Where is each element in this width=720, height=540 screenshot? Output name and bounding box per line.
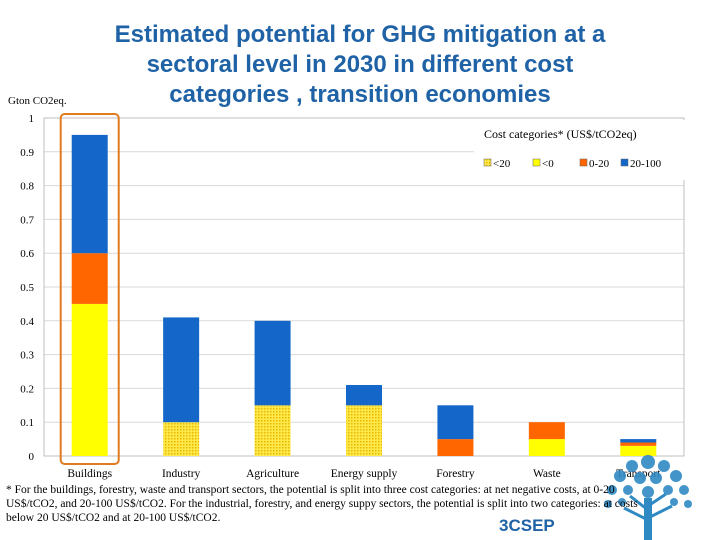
- bar-segment: [71, 303, 108, 456]
- bar-segment: [620, 445, 657, 456]
- x-tick-label: Agriculture: [246, 468, 299, 480]
- y-tick-label: 0.5: [20, 282, 34, 294]
- legend-swatch: [579, 158, 588, 167]
- y-tick-label: 0.2: [20, 383, 34, 395]
- bar-segment: [437, 405, 474, 440]
- y-tick-label: 0.1: [20, 417, 34, 429]
- legend-label: <0: [542, 158, 554, 170]
- footnote: * For the buildings, forestry, waste and…: [6, 483, 706, 525]
- y-tick-label: 1: [29, 113, 35, 125]
- bar-segment: [528, 422, 565, 440]
- legend-label: 20-100: [630, 158, 662, 170]
- legend-label: 0-20: [589, 158, 610, 170]
- legend-swatch: [620, 158, 629, 167]
- buildings-highlight-box: [59, 113, 120, 465]
- x-tick-label: Energy supply: [331, 468, 398, 480]
- legend-label: <20: [493, 158, 511, 170]
- footnote-line: US$/tCO2, and 20-100 US$/tCO2. For the i…: [6, 498, 638, 510]
- legend-swatch: [483, 158, 492, 167]
- y-tick-label: 0.4: [20, 316, 34, 328]
- bar-segment: [346, 385, 382, 406]
- bar-segment: [254, 405, 291, 456]
- title-line: sectoral level in 2030 in different cost: [146, 51, 574, 78]
- tree-icon: [604, 455, 692, 540]
- y-tick-label: 0.3: [20, 350, 34, 362]
- x-tick-label: Buildings: [67, 468, 112, 480]
- y-axis-label: Gton CO2eq.: [8, 95, 67, 107]
- chart-title: Estimated potential for GHG mitigation a…: [60, 20, 660, 110]
- x-tick-label: Industry: [162, 468, 201, 480]
- y-tick-label: 0.6: [20, 248, 34, 260]
- title-line: categories , transition economies: [169, 81, 551, 108]
- bar-segment: [346, 405, 382, 456]
- footnote-line: below 20 US$/tCO2 and at 20-100 US$/tCO2…: [6, 512, 221, 524]
- x-tick-label: Forestry: [436, 468, 475, 480]
- legend-swatch: [532, 158, 541, 167]
- y-tick-label: 0.9: [20, 147, 34, 159]
- x-tick-label: Waste: [533, 468, 561, 480]
- bar-segment: [163, 317, 200, 423]
- brand-label: 3CSEP: [499, 516, 555, 535]
- bar-segment: [528, 439, 565, 456]
- footnote-line: * For the buildings, forestry, waste and…: [6, 484, 615, 496]
- y-tick-label: 0.7: [20, 214, 34, 226]
- y-tick-label: 0.8: [20, 181, 34, 193]
- bar-segment: [437, 439, 474, 456]
- bar-segment: [620, 442, 657, 446]
- title-line: Estimated potential for GHG mitigation a…: [114, 21, 606, 48]
- y-tick-label: 0: [29, 451, 35, 463]
- legend: Cost categories* (US$/tCO2eq) <20 <0 0-20 2…: [474, 120, 694, 180]
- bar-segment: [71, 134, 108, 254]
- legend-title: Cost categories* (US$/tCO2eq): [484, 127, 637, 141]
- bar-segment: [620, 439, 657, 443]
- bar-segment: [254, 320, 291, 406]
- bar-segment: [163, 422, 200, 456]
- bar-segment: [71, 253, 108, 304]
